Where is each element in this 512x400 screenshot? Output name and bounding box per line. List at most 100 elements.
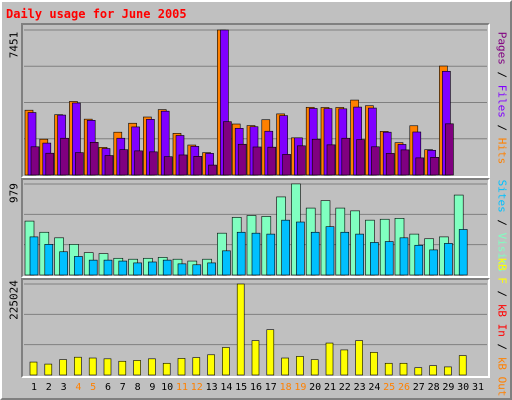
sites-bar xyxy=(444,243,453,276)
x-tick-label: 7 xyxy=(119,382,126,393)
kb-f-bar xyxy=(325,342,334,376)
kb-f-bar xyxy=(148,358,156,376)
sites-bar xyxy=(192,264,202,276)
x-tick-label: 30 xyxy=(457,382,470,393)
pages-bar xyxy=(326,144,336,176)
x-tick-label: 23 xyxy=(353,382,366,393)
x-tick-label: 5 xyxy=(90,382,97,393)
sites-bar xyxy=(429,249,438,276)
pages-bar xyxy=(400,149,410,176)
x-tick-label: 10 xyxy=(161,382,174,393)
kb-f-bar xyxy=(59,359,67,376)
kb-f-bar xyxy=(281,357,289,376)
kb-f-bar xyxy=(103,358,112,376)
kb-f-bar xyxy=(429,365,437,376)
x-tick-label: 19 xyxy=(294,382,307,393)
kb-f-bar xyxy=(266,329,275,376)
kb-f-bar xyxy=(458,355,467,376)
kb-f-bar xyxy=(310,359,319,376)
kb-f-bar xyxy=(74,356,82,376)
kb-f-bar xyxy=(88,357,97,376)
pages-bar xyxy=(178,154,188,176)
kb-f-bar xyxy=(296,356,304,376)
pages-bar xyxy=(237,143,247,176)
kb-f-bar xyxy=(236,283,245,376)
x-tick-label: 9 xyxy=(149,382,156,393)
x-tick-label: 8 xyxy=(134,382,141,393)
x-tick-label: 20 xyxy=(309,382,322,393)
x-tick-label: 13 xyxy=(205,382,218,393)
sites-bar xyxy=(236,231,246,276)
sites-bar xyxy=(355,233,364,276)
x-tick-label: 6 xyxy=(104,382,112,393)
pages-bar xyxy=(193,156,203,176)
pages-bar xyxy=(341,137,351,176)
x-tick-label: 21 xyxy=(323,382,337,393)
x-tick-label: 28 xyxy=(427,382,440,393)
kb-f-bar xyxy=(177,358,186,376)
x-tick-label: 2 xyxy=(45,382,52,393)
pages-bar xyxy=(385,153,395,176)
pages-bar xyxy=(267,146,277,176)
sites-bar xyxy=(29,236,39,276)
sites-bar xyxy=(281,219,290,276)
pages-bar xyxy=(163,156,173,176)
sites-bar xyxy=(370,242,379,276)
x-tick-label: 18 xyxy=(279,382,292,393)
sites-bar xyxy=(177,263,187,276)
sites-bar xyxy=(310,231,320,276)
sites-bar xyxy=(162,259,172,276)
kb-f-bar xyxy=(133,360,141,376)
kb-f-bar xyxy=(384,362,393,376)
pages-bar xyxy=(30,146,40,176)
x-tick-label: 22 xyxy=(338,382,351,393)
kb-f-bar xyxy=(44,363,53,376)
kb-f-bar xyxy=(29,361,38,376)
x-tick-label: 15 xyxy=(235,382,248,393)
pages-bar xyxy=(45,152,55,176)
sites-bar xyxy=(59,251,68,276)
sites-bar xyxy=(222,250,231,276)
x-tick-label: 25 xyxy=(383,382,396,393)
x-tick-label: 3 xyxy=(60,382,67,393)
sites-bar xyxy=(384,241,394,276)
sites-bar xyxy=(458,229,468,276)
sites-bar xyxy=(133,262,142,276)
x-axis-day-labels: 1 2 3 4 5 6 7 8 9 10 11 12 13 14 15 16 17 18 19 20 21 22 23 24 2… xyxy=(0,382,512,396)
sites-bar xyxy=(266,233,276,276)
pages-bar xyxy=(89,142,99,176)
x-tick-label: 12 xyxy=(190,382,203,393)
x-tick-label: 1 xyxy=(30,382,38,393)
sites-bar xyxy=(414,244,424,276)
pages-bar xyxy=(75,152,84,176)
sites-bar xyxy=(207,262,216,276)
sites-bar xyxy=(148,261,157,276)
pages-bar xyxy=(282,154,291,176)
x-tick-label: 31 xyxy=(471,382,485,393)
sites-bar xyxy=(103,259,113,276)
pages-bar xyxy=(60,137,69,176)
x-tick-label: 29 xyxy=(442,382,455,393)
pages-bar xyxy=(134,150,143,176)
sites-bar xyxy=(340,231,350,276)
kb-f-bar xyxy=(340,349,349,376)
x-tick-label: 16 xyxy=(249,382,263,393)
pages-bar xyxy=(371,146,380,176)
kb-f-bar xyxy=(162,362,171,376)
chart-title: Daily usage for June 2005 xyxy=(6,7,187,21)
pages-bar xyxy=(223,121,232,176)
pages-bar xyxy=(430,156,439,176)
pages-bar xyxy=(311,138,321,176)
kb-f-bar xyxy=(414,367,423,376)
kb-f-bar xyxy=(399,362,408,376)
pages-bar xyxy=(445,123,454,176)
kb-f-bar xyxy=(207,354,215,376)
kb-f-bar xyxy=(444,366,452,376)
sites-bar xyxy=(88,259,98,276)
sites-bar xyxy=(44,244,54,276)
pages-bar xyxy=(119,149,129,176)
x-tick-label: 11 xyxy=(175,382,189,393)
pages-bar xyxy=(104,155,114,176)
x-tick-label: 26 xyxy=(397,382,411,393)
